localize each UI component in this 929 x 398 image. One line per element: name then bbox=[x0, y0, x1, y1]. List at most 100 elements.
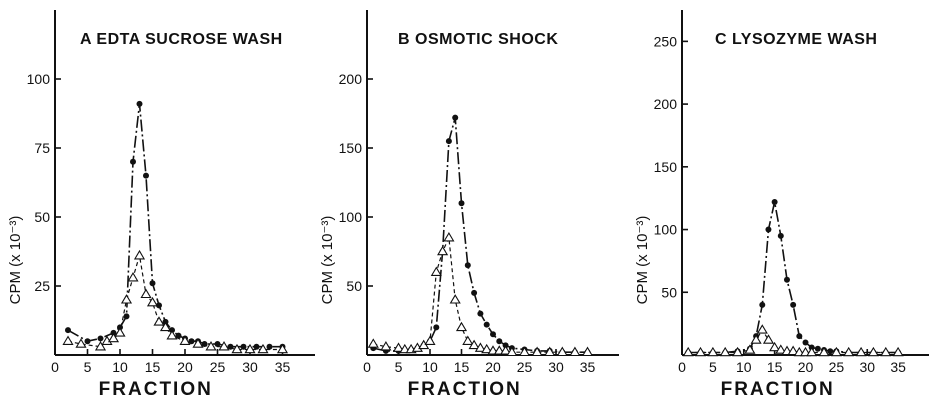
filled-circle-point-b bbox=[483, 321, 490, 328]
x-tick-label-c: 5 bbox=[709, 359, 717, 375]
open-triangle-point-a bbox=[140, 288, 152, 299]
x-tick-label-a: 5 bbox=[84, 359, 92, 375]
x-tick-label-b: 20 bbox=[485, 359, 501, 375]
open-triangle-point-b bbox=[462, 335, 474, 345]
open-triangle-point-c bbox=[818, 346, 830, 357]
y-tick-label-c: 250 bbox=[654, 33, 678, 49]
filled-circle-point-a bbox=[84, 338, 91, 345]
filled-circle-point-a bbox=[149, 280, 156, 287]
open-triangle-point-a bbox=[133, 249, 146, 260]
filled-circle-point-a bbox=[130, 158, 136, 165]
x-tick-label-b: 35 bbox=[580, 359, 596, 375]
panel-title-b: B OSMOTIC SHOCK bbox=[398, 31, 558, 48]
panel-c-lysozyme-wash: 50 100 150 200 250 0 5 10 15 20 25 30 35 C LYSOZYME W… bbox=[634, 10, 929, 398]
open-triangle-point-a bbox=[94, 341, 107, 351]
x-axis-label-c: FRACTION bbox=[721, 379, 835, 398]
x-tick-label-b: 5 bbox=[395, 359, 403, 375]
filled-circle-point-b bbox=[464, 262, 471, 269]
x-tick-label-b: 10 bbox=[422, 359, 438, 375]
filled-circle-point-b bbox=[445, 138, 452, 145]
filled-circle-point-a bbox=[97, 335, 104, 342]
filled-circle-point-c bbox=[802, 339, 809, 346]
open-triangle-point-c bbox=[892, 346, 904, 357]
open-triangle-point-a bbox=[159, 321, 172, 332]
x-tick-label-b: 15 bbox=[454, 359, 470, 375]
filled-circle-point-b bbox=[458, 200, 465, 207]
y-tick-label-b: 50 bbox=[346, 278, 362, 294]
filled-circle-point-b bbox=[490, 331, 496, 338]
open-triangle-point-c bbox=[682, 346, 694, 357]
open-triangle-point-a bbox=[276, 343, 289, 354]
y-axis-label-c: CPM (x 10⁻³) bbox=[634, 216, 651, 305]
filled-circle-point-a bbox=[136, 100, 143, 107]
y-axis-label-b: CPM (x 10⁻³) bbox=[319, 216, 336, 305]
open-triangle-point-c bbox=[855, 346, 867, 357]
filled-circle-point-a bbox=[253, 343, 260, 350]
open-triangle-point-b bbox=[518, 346, 531, 357]
filled-circle-point-c bbox=[783, 276, 790, 283]
open-triangle-point-c bbox=[756, 324, 768, 334]
open-triangle-point-a bbox=[192, 338, 204, 348]
open-triangle-point-a bbox=[179, 335, 191, 345]
filled-circle-point-b bbox=[433, 324, 440, 331]
x-tick-label-a: 25 bbox=[210, 359, 226, 375]
filled-circle-point-b bbox=[496, 338, 503, 345]
filled-circle-point-c bbox=[771, 198, 778, 205]
open-triangle-point-b bbox=[506, 346, 518, 357]
y-axis-label-a: CPM (x 10⁻³) bbox=[7, 216, 24, 305]
open-triangle-point-c bbox=[762, 334, 775, 344]
open-triangle-point-a bbox=[120, 294, 133, 304]
x-tick-label-a: 35 bbox=[275, 359, 291, 375]
open-triangle-point-c bbox=[830, 346, 842, 357]
open-triangle-point-a bbox=[75, 338, 87, 348]
filled-circle-point-c bbox=[777, 232, 784, 239]
y-tick-label-a: 25 bbox=[34, 278, 50, 294]
y-tick-label-b: 150 bbox=[339, 140, 363, 156]
open-triangle-point-c bbox=[694, 346, 707, 357]
open-triangle-point-c bbox=[750, 334, 762, 344]
open-triangle-point-c bbox=[744, 344, 756, 354]
filled-circle-point-a bbox=[266, 343, 273, 350]
series-open-line-b bbox=[373, 235, 588, 353]
filled-circle-point-a bbox=[240, 343, 247, 350]
open-triangle-point-b bbox=[449, 294, 461, 304]
open-triangle-point-c bbox=[880, 346, 892, 357]
x-tick-label-c: 20 bbox=[798, 359, 814, 375]
open-triangle-point-c bbox=[787, 345, 799, 356]
open-triangle-point-b bbox=[392, 342, 405, 352]
x-tick-label-a: 15 bbox=[145, 359, 161, 375]
open-triangle-point-b bbox=[581, 346, 594, 357]
filled-circle-point-c bbox=[765, 226, 772, 233]
y-tick-label-c: 200 bbox=[654, 96, 678, 112]
x-tick-label-b: 30 bbox=[548, 359, 564, 375]
x-tick-label-a: 10 bbox=[112, 359, 128, 375]
open-triangle-point-c bbox=[707, 346, 719, 357]
x-tick-label-c: 30 bbox=[859, 359, 875, 375]
open-triangle-point-a bbox=[146, 296, 159, 307]
filled-circle-point-a bbox=[214, 340, 221, 347]
filled-circle-point-a bbox=[156, 302, 162, 309]
open-triangle-point-c bbox=[806, 346, 818, 357]
panel-a-edta-sucrose-wash: 25 50 75 100 0 5 10 15 20 25 30 35 A EDTA SUCROSE WA… bbox=[7, 10, 315, 398]
series-filled-line-b bbox=[373, 117, 588, 354]
open-triangle-point-a bbox=[62, 335, 74, 345]
open-triangle-point-a bbox=[218, 341, 230, 351]
open-triangle-point-c bbox=[719, 346, 731, 357]
open-triangle-point-b bbox=[556, 346, 568, 357]
x-tick-label-c: 10 bbox=[736, 359, 752, 375]
x-tick-label-c: 15 bbox=[767, 359, 783, 375]
y-tick-label-a: 50 bbox=[34, 209, 50, 225]
filled-circle-point-c bbox=[790, 301, 797, 308]
y-tick-label-a: 75 bbox=[34, 140, 50, 156]
series-filled-line-a bbox=[67, 103, 283, 348]
open-triangle-point-c bbox=[867, 346, 879, 357]
open-triangle-point-c bbox=[769, 341, 781, 352]
open-triangle-point-b bbox=[531, 346, 543, 357]
filled-circle-point-c bbox=[814, 345, 821, 352]
filled-circle-point-b bbox=[471, 289, 478, 296]
filled-circle-point-a bbox=[65, 327, 71, 334]
filled-circle-point-c bbox=[759, 301, 766, 308]
open-triangle-point-b bbox=[455, 321, 468, 332]
open-triangle-point-a bbox=[107, 332, 120, 343]
open-triangle-point-a bbox=[127, 272, 139, 282]
